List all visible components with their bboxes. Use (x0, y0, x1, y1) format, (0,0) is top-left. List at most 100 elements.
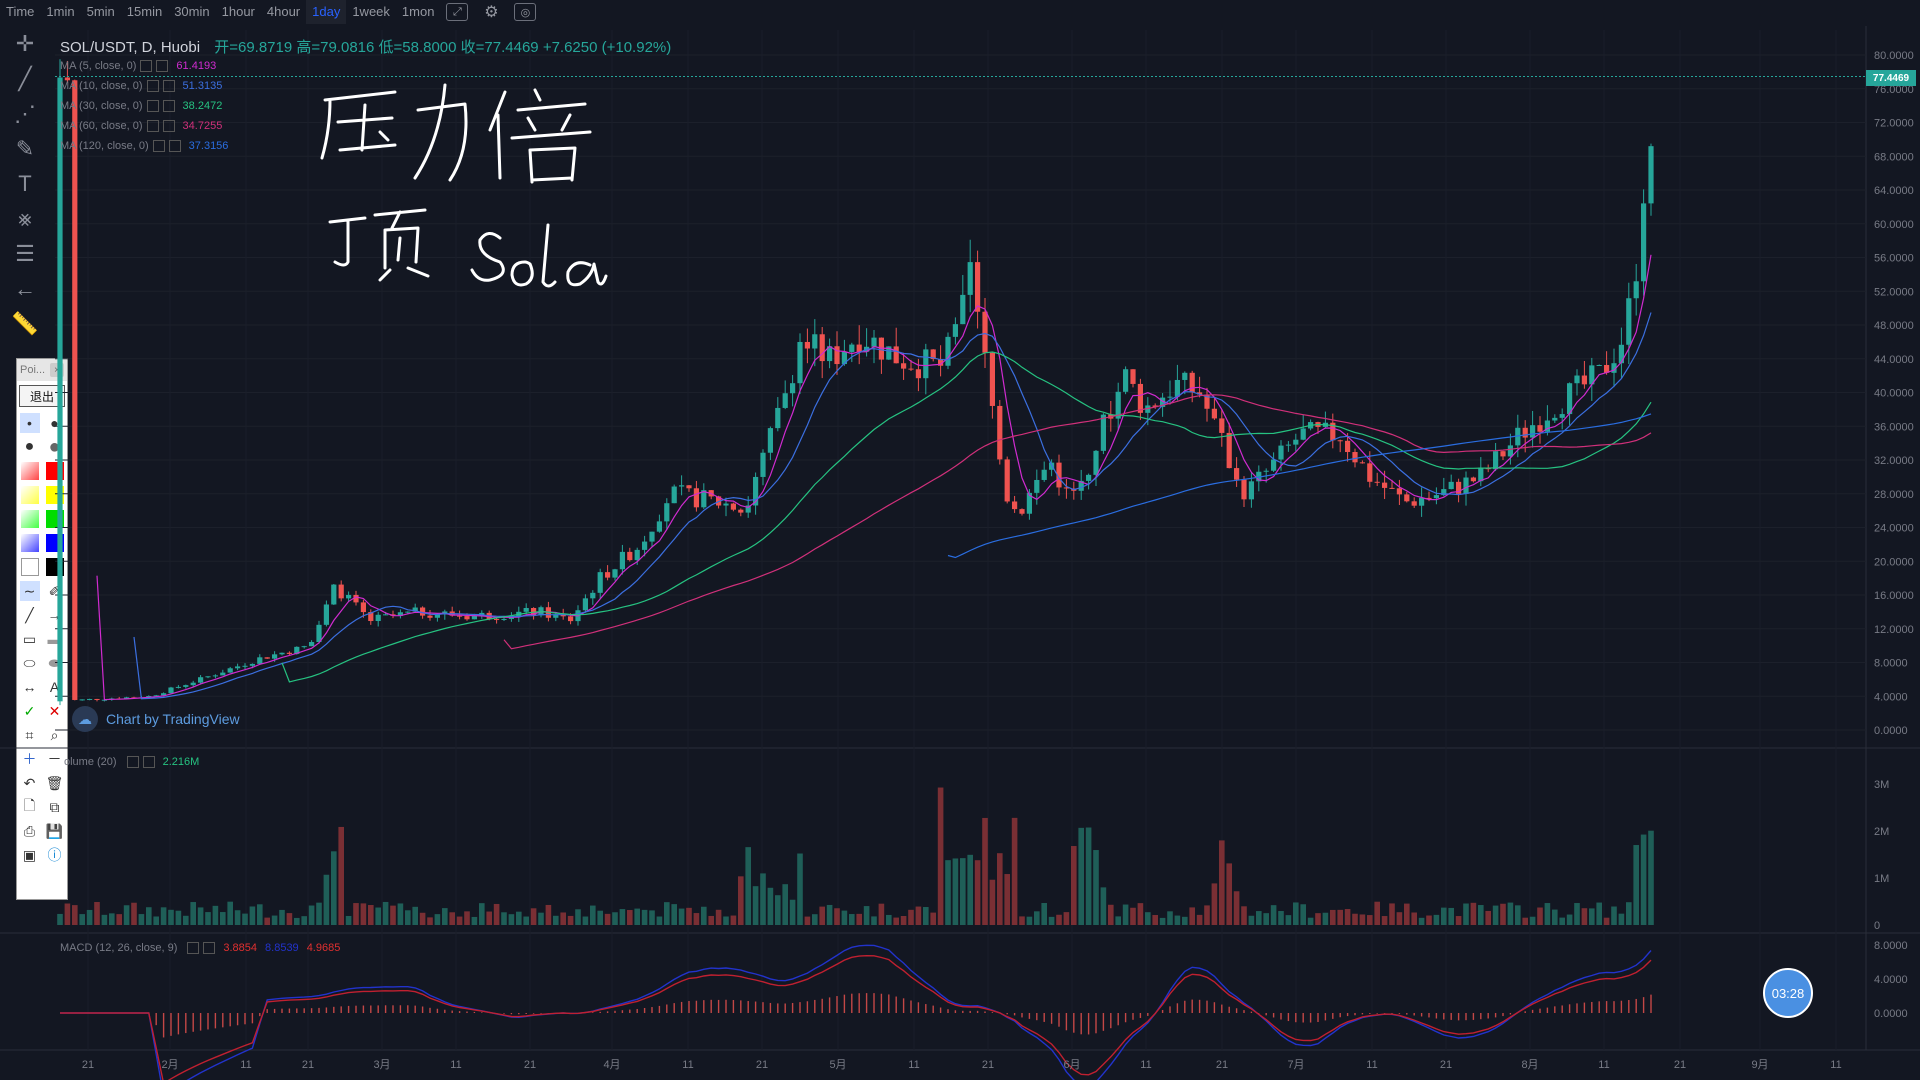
symbol-title[interactable]: SOL/USDT, D, Huobi (60, 39, 201, 56)
text-tool-icon[interactable]: T (18, 170, 32, 196)
back-arrow-icon[interactable]: ← (14, 275, 36, 301)
crop-icon[interactable]: ⌗ (25, 726, 34, 743)
macd-pane (60, 944, 1652, 1080)
candle-body (553, 614, 559, 618)
volume-bar (271, 915, 278, 925)
candle-body (1300, 428, 1306, 440)
ma-label[interactable]: MA (30, close, 0) (60, 100, 143, 112)
filled-ellipse-icon[interactable]: ⬬ (48, 654, 61, 671)
recording-timer[interactable]: 03:28 (1763, 968, 1813, 1018)
candlesticks (57, 59, 1654, 706)
cross-icon[interactable]: ✕ (48, 702, 61, 719)
close-icon[interactable] (162, 100, 175, 112)
timeframe-1day[interactable]: 1day (306, 0, 347, 24)
price-tick-label: 20.0000 (1874, 556, 1914, 568)
volume-bar (1152, 915, 1158, 925)
timeframe-1hour[interactable]: 1hour (221, 4, 255, 19)
pitchfork-icon[interactable]: ⋰ (14, 100, 36, 126)
volume-label[interactable]: olume (20) (64, 756, 117, 768)
volume-bar (1396, 912, 1403, 925)
ma-label[interactable]: MA (120, close, 0) (60, 140, 149, 152)
swatch-white[interactable] (20, 558, 39, 576)
checkmark-icon[interactable]: ✓ (23, 702, 36, 719)
chart-type-icon[interactable]: ⤢ (446, 3, 469, 21)
timeframe-1mon[interactable]: 1mon (401, 4, 435, 19)
close-icon[interactable] (142, 756, 155, 768)
candle-body (723, 503, 729, 506)
ma-value: 38.2472 (182, 100, 223, 112)
save-icon[interactable]: 💾 (45, 822, 64, 839)
swatch-light-yellow[interactable] (20, 486, 39, 504)
timeframe-15min[interactable]: 15min (126, 4, 163, 19)
crosshair-icon[interactable]: ✛ (15, 30, 35, 56)
close-icon[interactable] (203, 942, 216, 954)
text-icon[interactable]: A (49, 679, 60, 695)
ma-label[interactable]: MA (5, close, 0) (60, 60, 137, 72)
timeframe-1min[interactable]: 1min (46, 4, 75, 19)
close-icon[interactable] (168, 140, 181, 152)
tradingview-brand[interactable]: ☁ Chart by TradingView (72, 706, 240, 732)
candle-body (790, 383, 796, 394)
copy-icon[interactable]: ⧉ (49, 798, 60, 815)
close-icon[interactable] (162, 120, 175, 132)
volume-bar (1182, 916, 1188, 925)
brush-icon[interactable]: ✎ (15, 135, 35, 161)
candle-body (989, 352, 995, 406)
candle-body (264, 657, 270, 659)
dot-small-icon[interactable]: • (19, 413, 40, 433)
ma-value: 34.7255 (182, 120, 223, 132)
dot-large-icon[interactable]: ● (24, 438, 35, 455)
swatch-light-green[interactable] (20, 510, 39, 528)
candle-body (1478, 467, 1484, 482)
freehand-icon[interactable]: ∼ (19, 581, 40, 601)
ma-label[interactable]: MA (60, close, 0) (60, 120, 143, 132)
timeframe-1week[interactable]: 1week (352, 4, 390, 19)
screenshot-icon[interactable]: ◎ (514, 3, 537, 21)
settings-icon[interactable] (146, 80, 159, 92)
settings-icon[interactable] (140, 60, 153, 72)
print-icon[interactable]: ⎙ (23, 822, 36, 839)
volume-bar (1552, 909, 1558, 925)
timeframe-5min[interactable]: 5min (86, 4, 115, 19)
new-page-icon[interactable]: 🗋 (23, 797, 36, 813)
settings-icon[interactable] (152, 140, 165, 152)
trash-icon[interactable]: 🗑 (45, 774, 64, 791)
dot-medium-icon[interactable]: ● (50, 415, 59, 431)
macd-label[interactable]: MACD (12, 26, close, 9) (60, 942, 178, 954)
swatch-light-red[interactable] (20, 462, 39, 480)
screen-icon[interactable]: ▣ (22, 846, 37, 863)
settings-icon[interactable] (146, 100, 159, 112)
exit-button[interactable]: 退出 (19, 385, 65, 407)
fib-icon[interactable]: ☰ (15, 240, 35, 266)
ma-label[interactable]: MA (10, close, 0) (60, 80, 143, 92)
timeframe-time[interactable]: Time (6, 4, 35, 19)
close-icon[interactable] (156, 60, 169, 72)
settings-icon[interactable] (146, 120, 159, 132)
volume-bar (1122, 904, 1129, 925)
timeframe-30min[interactable]: 30min (174, 4, 210, 19)
close-icon[interactable] (162, 80, 175, 92)
plus-icon[interactable]: ＋ (22, 751, 37, 767)
settings-icon[interactable] (126, 756, 139, 768)
settings-icon[interactable] (187, 942, 200, 954)
trend-line-icon[interactable]: ╱ (18, 65, 32, 91)
timeframe-4hour[interactable]: 4hour (266, 4, 301, 19)
ruler-icon[interactable]: 📏 (11, 310, 39, 336)
candle-body (375, 614, 381, 622)
pattern-icon[interactable]: ⨳ (18, 205, 32, 231)
highlighter-icon[interactable]: ✐ (48, 582, 61, 599)
swatch-light-blue[interactable] (20, 534, 39, 552)
line-icon[interactable]: ╱ (25, 606, 34, 623)
undo-icon[interactable]: ↶ (23, 774, 36, 791)
info-icon[interactable]: ⓘ (47, 847, 62, 863)
double-arrow-icon[interactable]: ↔ (22, 679, 37, 695)
rectangle-icon[interactable]: ▭ (22, 630, 37, 647)
candle-body (1537, 425, 1543, 432)
macd-value-1: 3.8854 (223, 942, 258, 954)
settings-gear-icon[interactable]: ⚙ (484, 4, 499, 21)
minus-icon[interactable]: － (47, 751, 62, 767)
zoom-icon[interactable]: ⌕ (50, 726, 59, 743)
volume-bar (841, 910, 848, 925)
ellipse-icon[interactable]: ⬭ (23, 654, 36, 671)
